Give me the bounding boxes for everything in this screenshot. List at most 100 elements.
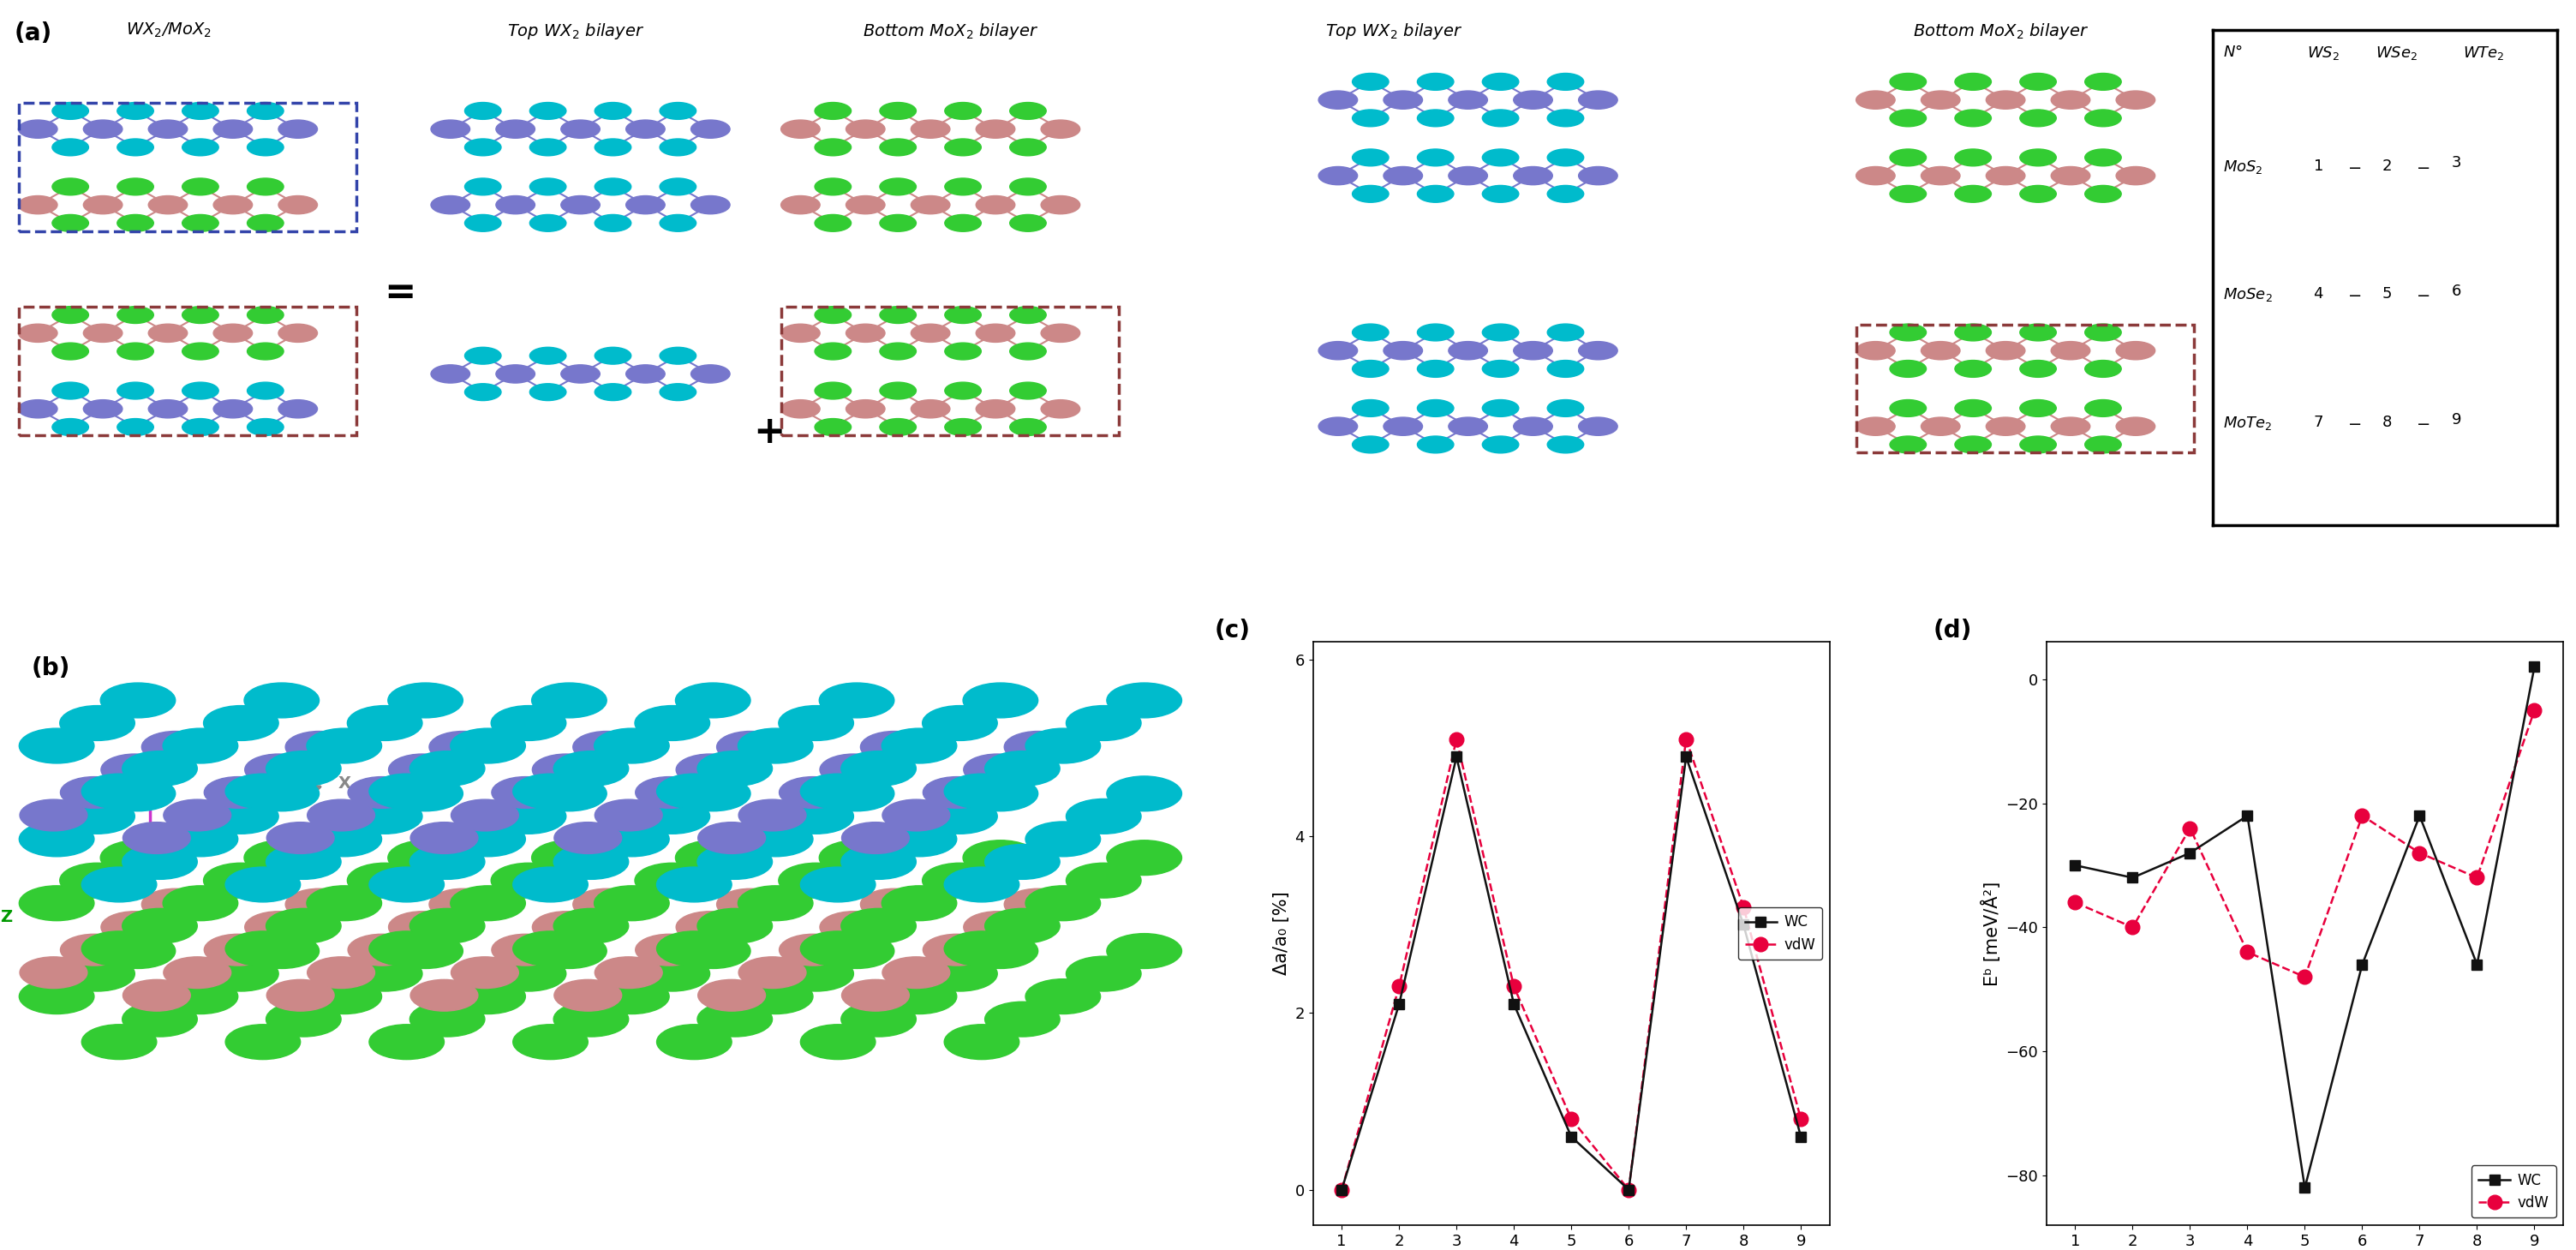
Circle shape (389, 934, 464, 969)
Circle shape (814, 139, 850, 156)
Circle shape (100, 682, 175, 717)
Circle shape (1010, 306, 1046, 324)
Circle shape (162, 956, 232, 989)
Circle shape (1922, 166, 1960, 185)
Circle shape (1108, 776, 1182, 811)
Circle shape (52, 139, 88, 156)
Circle shape (737, 979, 814, 1014)
Circle shape (21, 800, 88, 831)
Circle shape (1108, 682, 1182, 717)
Circle shape (162, 886, 237, 921)
vdW (2061, 895, 2092, 910)
Circle shape (881, 979, 956, 1014)
Circle shape (634, 799, 711, 834)
Circle shape (554, 980, 621, 1011)
vdW (1499, 979, 1530, 994)
Circle shape (1481, 74, 1520, 90)
Circle shape (1417, 400, 1453, 416)
Circle shape (716, 731, 783, 762)
Circle shape (52, 306, 88, 324)
Circle shape (1417, 324, 1453, 341)
Circle shape (881, 306, 917, 324)
Circle shape (247, 382, 283, 399)
Circle shape (912, 324, 951, 343)
Circle shape (389, 911, 456, 942)
Circle shape (348, 934, 415, 965)
Circle shape (1955, 324, 1991, 341)
Circle shape (224, 867, 301, 902)
Circle shape (183, 382, 219, 399)
Circle shape (430, 731, 497, 762)
Circle shape (659, 384, 696, 400)
vdW (1728, 900, 1759, 915)
Circle shape (224, 774, 301, 809)
Circle shape (1857, 166, 1896, 185)
Circle shape (595, 139, 631, 156)
Circle shape (531, 682, 608, 717)
vdW (1327, 1182, 1358, 1198)
Circle shape (268, 822, 335, 854)
Circle shape (659, 215, 696, 231)
Circle shape (778, 862, 853, 897)
WC (2061, 858, 2092, 872)
Circle shape (18, 821, 95, 856)
vdW (1785, 1111, 1816, 1126)
Circle shape (636, 776, 703, 809)
Circle shape (659, 179, 696, 195)
Circle shape (464, 139, 502, 156)
Circle shape (698, 1001, 773, 1036)
Circle shape (2084, 360, 2120, 378)
Circle shape (922, 956, 997, 991)
Circle shape (1108, 934, 1182, 969)
Circle shape (1857, 418, 1896, 435)
Circle shape (2084, 324, 2120, 341)
Circle shape (1417, 360, 1453, 378)
Circle shape (1481, 400, 1520, 416)
Text: $\mathit{9}$: $\mathit{9}$ (2450, 411, 2460, 428)
Circle shape (59, 776, 129, 809)
Circle shape (626, 196, 665, 214)
Circle shape (1955, 436, 1991, 452)
Circle shape (1481, 185, 1520, 202)
Circle shape (1383, 166, 1422, 185)
Circle shape (781, 324, 819, 343)
Text: $\mathit{WTe_2}$: $\mathit{WTe_2}$ (2463, 45, 2504, 61)
Circle shape (247, 215, 283, 231)
Circle shape (1548, 360, 1584, 378)
Circle shape (513, 1025, 587, 1060)
Circle shape (116, 419, 155, 435)
vdW (2231, 945, 2262, 960)
Circle shape (1352, 110, 1388, 126)
WC (1327, 1182, 1358, 1198)
Circle shape (52, 419, 88, 435)
Circle shape (307, 886, 381, 921)
Circle shape (265, 844, 340, 879)
Circle shape (1352, 185, 1388, 202)
Circle shape (121, 751, 198, 786)
Circle shape (265, 751, 340, 786)
Circle shape (162, 979, 237, 1014)
vdW (2347, 809, 2378, 824)
WC (2174, 845, 2205, 860)
Circle shape (778, 705, 853, 740)
Circle shape (657, 1025, 732, 1060)
Circle shape (1417, 110, 1453, 126)
Circle shape (204, 862, 278, 897)
Circle shape (247, 342, 283, 360)
Circle shape (183, 306, 219, 324)
Circle shape (1352, 74, 1388, 90)
Circle shape (1352, 436, 1388, 452)
Circle shape (121, 844, 198, 879)
Circle shape (2020, 110, 2056, 126)
Circle shape (2084, 110, 2120, 126)
WC (2519, 659, 2550, 674)
Circle shape (245, 840, 319, 875)
Circle shape (531, 139, 567, 156)
Circle shape (657, 867, 732, 902)
WC (1383, 996, 1414, 1011)
Circle shape (162, 729, 237, 764)
Circle shape (183, 102, 219, 120)
Circle shape (1955, 185, 1991, 202)
Circle shape (183, 342, 219, 360)
Circle shape (82, 196, 124, 214)
